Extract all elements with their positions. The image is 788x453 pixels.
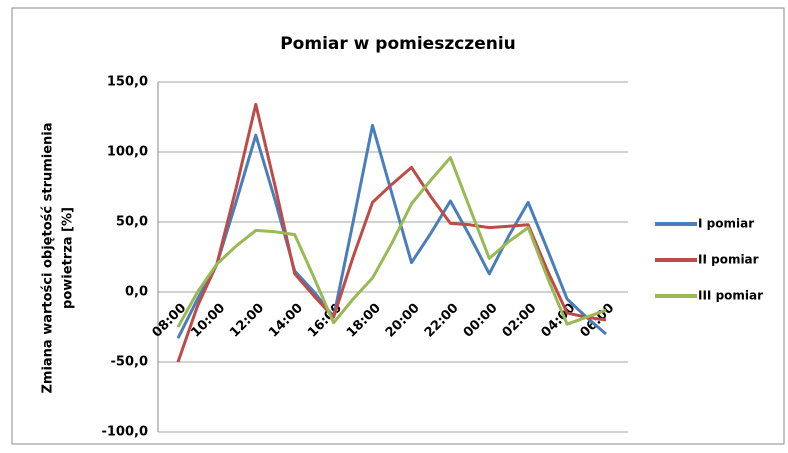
y-axis-title: Zmiana wartości objętość strumienia (41, 122, 56, 393)
legend-label: III pomiar (698, 289, 763, 303)
y-tick-label: -100,0 (101, 425, 148, 440)
chart-title: Pomiar w pomieszczeniu (280, 34, 516, 54)
y-tick-label: 0,0 (125, 285, 148, 300)
legend-label: II pomiar (698, 253, 759, 267)
series-line (176, 156, 607, 328)
y-tick-label: 150,0 (107, 75, 148, 90)
series-line (176, 123, 607, 339)
y-tick-label: 50,0 (116, 215, 148, 230)
y-axis-title: powietrza [%] (61, 207, 76, 309)
y-tick-label: -50,0 (111, 355, 148, 370)
legend-label: I pomiar (698, 217, 754, 231)
series-line (176, 102, 607, 363)
y-tick-label: 100,0 (107, 145, 148, 160)
